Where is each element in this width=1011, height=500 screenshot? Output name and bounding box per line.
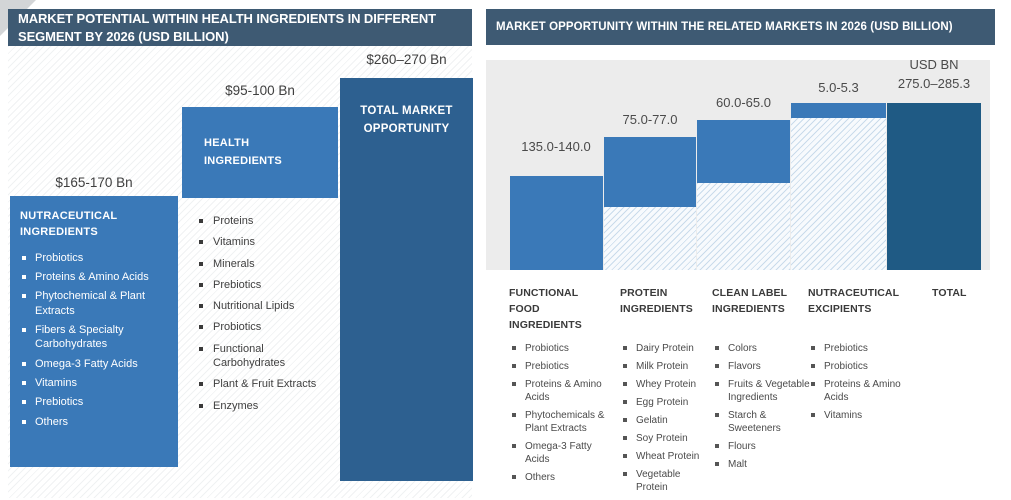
- list-item: Probiotics: [198, 320, 332, 334]
- segment-box-total-market-opportunity: TOTAL MARKET OPPORTUNITY: [340, 78, 473, 481]
- list-item: Fruits & Vegetable Ingredients: [714, 378, 811, 404]
- list-item: Colors: [714, 342, 811, 355]
- category-label-total: TOTAL: [932, 287, 967, 299]
- segment-box-health-ingredients: HEALTH INGREDIENTS: [182, 107, 338, 198]
- nutraceutical-excipients-list: Prebiotics Probiotics Proteins & Amino A…: [810, 342, 904, 422]
- nutraceutical-excipients-list-container: Prebiotics Probiotics Proteins & Amino A…: [810, 342, 904, 427]
- list-item: Phytochemical & Plant Extracts: [20, 289, 170, 318]
- list-item: Minerals: [198, 257, 332, 271]
- bar-value-label: 5.0-5.3: [818, 80, 859, 95]
- list-item: Plant & Fruit Extracts: [198, 377, 332, 391]
- list-item: Others: [20, 415, 170, 429]
- hatch-area-protein: [604, 207, 696, 270]
- list-item: Probiotics: [511, 342, 606, 355]
- segment-title: HEALTH INGREDIENTS: [204, 137, 282, 167]
- health-ingredients-list: Proteins Vitamins Minerals Prebiotics Nu…: [198, 214, 332, 413]
- list-item: Probiotics: [810, 360, 904, 373]
- protein-ingredients-list-container: Dairy Protein Milk Protein Whey Protein …: [622, 342, 712, 499]
- list-item: Functional Carbohydrates: [198, 342, 332, 371]
- list-item: Wheat Protein: [622, 450, 712, 463]
- bar-value-label: 135.0-140.0: [521, 139, 591, 154]
- hatch-area-clean-label: [697, 183, 790, 270]
- category-label-nutraceutical-excipients: NUTRACEUTICAL EXCIPIENTS: [808, 287, 899, 315]
- list-item: Nutritional Lipids: [198, 299, 332, 313]
- protein-ingredients-list: Dairy Protein Milk Protein Whey Protein …: [622, 342, 712, 494]
- list-item: Soy Protein: [622, 432, 712, 445]
- bar-value-label: 75.0-77.0: [622, 112, 678, 127]
- functional-food-list-container: Probiotics Prebiotics Proteins & Amino A…: [511, 342, 606, 489]
- list-item: Fibers & Specialty Carbohydrates: [20, 323, 170, 352]
- clean-label-list: Colors Flavors Fruits & Vegetable Ingred…: [714, 342, 811, 471]
- list-item: Dairy Protein: [622, 342, 712, 355]
- list-item: Milk Protein: [622, 360, 712, 373]
- list-item: Proteins & Amino Acids: [20, 270, 170, 284]
- list-item: Others: [511, 471, 606, 484]
- list-item: Flavors: [714, 360, 811, 373]
- list-item: Enzymes: [198, 399, 332, 413]
- list-item: Probiotics: [20, 251, 170, 265]
- list-item: Prebiotics: [511, 360, 606, 373]
- waterfall-bar-functional-food: [510, 176, 603, 270]
- functional-food-list: Probiotics Prebiotics Proteins & Amino A…: [511, 342, 606, 484]
- list-item: Vitamins: [198, 235, 332, 249]
- list-item: Gelatin: [622, 414, 712, 427]
- list-item: Whey Protein: [622, 378, 712, 391]
- list-item: Proteins: [198, 214, 332, 228]
- category-label-clean-label: CLEAN LABEL INGREDIENTS: [712, 287, 787, 315]
- value-label-nutraceutical: $165-170 Bn: [55, 175, 133, 190]
- list-item: Malt: [714, 458, 811, 471]
- list-item: Prebiotics: [198, 278, 332, 292]
- segment-title: TOTAL MARKET OPPORTUNITY: [360, 105, 453, 135]
- list-item: Starch & Sweeteners: [714, 409, 811, 435]
- list-item: Prebiotics: [810, 342, 904, 355]
- category-label-protein: PROTEIN INGREDIENTS: [620, 287, 693, 315]
- clean-label-list-container: Colors Flavors Fruits & Vegetable Ingred…: [714, 342, 811, 476]
- value-label-total-market: $260–270 Bn: [366, 52, 447, 67]
- bar-value-label: 60.0-65.0: [716, 95, 771, 110]
- nutraceutical-ingredients-list: Probiotics Proteins & Amino Acids Phytoc…: [20, 251, 170, 429]
- segment-box-nutraceutical-ingredients: NUTRACEUTICAL INGREDIENTS Probiotics Pro…: [10, 196, 178, 467]
- bar-value-label-unit: USD BN: [909, 57, 959, 72]
- list-item: Prebiotics: [20, 395, 170, 409]
- segment-title: NUTRACEUTICAL INGREDIENTS: [20, 210, 118, 238]
- list-item: Flours: [714, 440, 811, 453]
- list-item: Omega-3 Fatty Acids: [20, 357, 170, 371]
- waterfall-bar-total: [887, 103, 981, 270]
- list-item: Egg Protein: [622, 396, 712, 409]
- health-ingredients-list-container: Proteins Vitamins Minerals Prebiotics Nu…: [198, 214, 332, 420]
- category-label-functional-food: FUNCTIONAL FOOD INGREDIENTS: [509, 287, 582, 331]
- list-item: Omega-3 Fatty Acids: [511, 440, 606, 466]
- waterfall-bar-nutraceutical-excipients: [791, 103, 886, 118]
- hatch-area-nutraceutical-excipients: [791, 118, 886, 270]
- waterfall-bar-clean-label: [697, 120, 790, 183]
- right-chart-title: MARKET OPPORTUNITY WITHIN THE RELATED MA…: [486, 9, 995, 45]
- list-item: Vitamins: [20, 376, 170, 390]
- value-label-health: $95-100 Bn: [225, 83, 295, 98]
- left-chart-title: MARKET POTENTIAL WITHIN HEALTH INGREDIEN…: [8, 9, 472, 46]
- waterfall-bar-protein: [604, 137, 696, 207]
- list-item: Vegetable Protein: [622, 468, 712, 494]
- list-item: Phytochemicals & Plant Extracts: [511, 409, 606, 435]
- bar-value-label: 275.0–285.3: [897, 76, 971, 91]
- list-item: Proteins & Amino Acids: [810, 378, 904, 404]
- list-item: Vitamins: [810, 409, 904, 422]
- list-item: Proteins & Amino Acids: [511, 378, 606, 404]
